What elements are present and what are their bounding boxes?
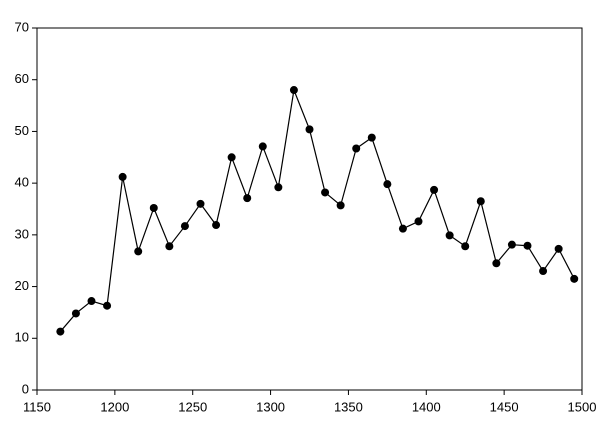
data-point xyxy=(352,144,361,153)
data-point xyxy=(398,224,407,233)
data-point xyxy=(227,153,236,162)
data-point xyxy=(118,172,127,181)
data-point xyxy=(212,221,221,230)
data-point xyxy=(305,125,314,134)
data-point xyxy=(461,242,470,251)
data-point xyxy=(56,327,65,336)
y-tick-label: 0 xyxy=(22,381,29,396)
data-point xyxy=(321,188,330,197)
data-point xyxy=(258,142,267,151)
data-point xyxy=(367,133,376,142)
x-tick-label: 1350 xyxy=(334,399,363,414)
data-point xyxy=(87,297,96,306)
data-point xyxy=(243,194,252,203)
data-point xyxy=(149,203,158,212)
data-point xyxy=(523,241,532,250)
data-point xyxy=(414,217,423,226)
data-point xyxy=(507,240,516,249)
data-line xyxy=(59,87,575,332)
plot-frame xyxy=(36,27,583,391)
y-tick-label: 20 xyxy=(15,278,29,293)
y-tick-label: 50 xyxy=(15,123,29,138)
data-point xyxy=(336,201,345,210)
x-tick-label: 1250 xyxy=(178,399,207,414)
x-tick-label: 1450 xyxy=(490,399,519,414)
data-point xyxy=(196,199,205,208)
x-tick-label: 1400 xyxy=(412,399,441,414)
y-tick-label: 60 xyxy=(15,71,29,86)
data-point xyxy=(103,301,112,310)
x-tick-label: 1500 xyxy=(568,399,597,414)
data-point xyxy=(492,259,501,268)
data-point xyxy=(570,274,579,283)
y-tick-label: 10 xyxy=(15,330,29,345)
x-tick-label: 1300 xyxy=(256,399,285,414)
data-point xyxy=(274,183,283,192)
y-tick-label: 30 xyxy=(15,226,29,241)
data-point xyxy=(539,267,548,276)
x-tick-label: 1150 xyxy=(23,399,51,414)
data-point xyxy=(165,242,174,251)
data-point xyxy=(180,222,189,231)
y-tick-label: 40 xyxy=(15,175,29,190)
data-point xyxy=(476,197,485,206)
data-point xyxy=(445,231,454,240)
data-point xyxy=(554,244,563,253)
data-point xyxy=(71,309,80,318)
data-point xyxy=(289,86,298,95)
data-point xyxy=(430,185,439,194)
data-point xyxy=(134,247,143,256)
data-point xyxy=(383,180,392,189)
y-tick-label: 70 xyxy=(15,19,29,34)
x-tick-label: 1200 xyxy=(100,399,129,414)
